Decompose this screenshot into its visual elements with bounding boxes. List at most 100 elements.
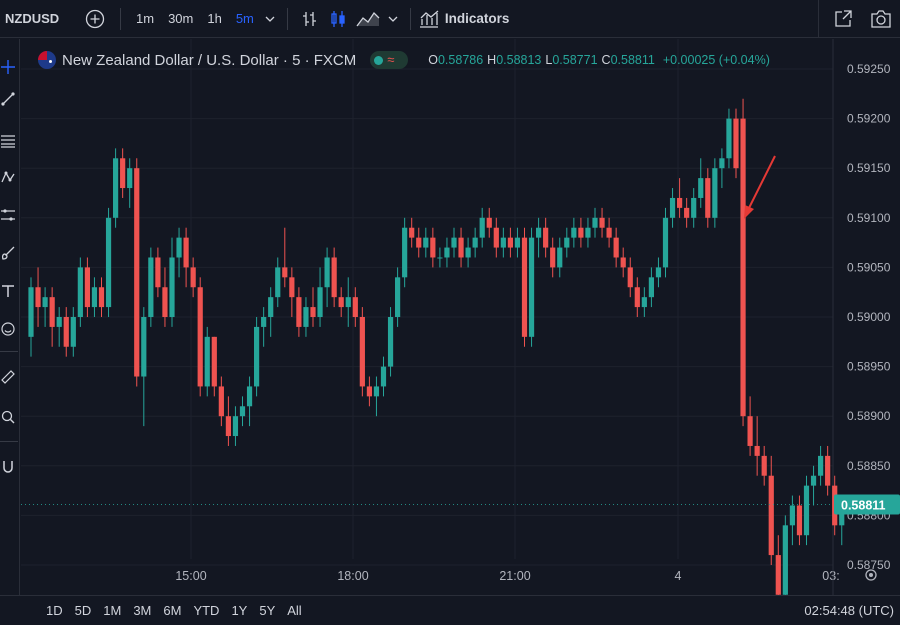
- candle-body: [620, 257, 626, 268]
- candle-body: [627, 267, 633, 288]
- plus-circle-icon: [85, 9, 105, 28]
- trend-line-icon: [1, 92, 15, 106]
- candle-body: [543, 227, 549, 248]
- candle-body: [514, 237, 521, 248]
- area-chart-type-button[interactable]: [352, 0, 384, 38]
- bottom-toolbar: 1D 5D 1M 3M 6M YTD 1Y 5Y All 02:54:48 (U…: [0, 595, 900, 625]
- candles-chart-type-button[interactable]: [324, 0, 352, 38]
- x-tick-label: 4: [675, 569, 682, 583]
- range-3m[interactable]: 3M: [133, 603, 152, 618]
- bar-chart-type-button[interactable]: [296, 0, 324, 38]
- candle-body: [204, 336, 210, 387]
- utc-clock[interactable]: 02:54:48 (UTC): [804, 603, 894, 618]
- add-symbol-button[interactable]: [78, 0, 112, 38]
- candle-body: [246, 386, 253, 407]
- candle-body: [169, 257, 175, 317]
- range-ytd[interactable]: YTD: [193, 603, 220, 618]
- open-value: 0.58786: [437, 53, 484, 67]
- candle-body: [634, 287, 640, 308]
- candle-body: [641, 297, 647, 308]
- range-5d[interactable]: 5D: [74, 603, 92, 618]
- candle-body: [486, 217, 492, 228]
- y-tick-label: 0.59200: [847, 112, 891, 126]
- market-status-badge[interactable]: ≈: [370, 51, 409, 69]
- range-all[interactable]: All: [287, 603, 302, 618]
- candle-body: [761, 455, 767, 476]
- chart-type-dropdown[interactable]: [384, 0, 402, 38]
- candle-body: [768, 475, 774, 556]
- candle-body: [63, 317, 69, 347]
- high-label: H: [487, 53, 497, 67]
- candle-body: [592, 217, 598, 228]
- crosshair-tool[interactable]: [0, 59, 16, 75]
- trend-line-tool[interactable]: [0, 91, 16, 107]
- magnet-tool[interactable]: [0, 459, 16, 475]
- settings-gear-icon: [865, 569, 877, 581]
- emoji-tool[interactable]: [0, 321, 16, 337]
- candle-body: [254, 326, 260, 387]
- candle-body: [239, 406, 246, 417]
- ruler-icon: [1, 370, 15, 384]
- fib-retracement-icon: [1, 135, 15, 148]
- candle-body: [564, 237, 570, 248]
- candlestick-chart[interactable]: 0.59250 0.59200 0.59150 0.59100 0.59050 0.590…: [21, 39, 900, 622]
- symbol-legend: New Zealand Dollar / U.S. Dollar · 5 · F…: [38, 50, 774, 70]
- open-label: O: [428, 53, 438, 67]
- candle-body: [648, 277, 654, 298]
- range-1d[interactable]: 1D: [46, 603, 63, 618]
- candle-body: [338, 297, 344, 308]
- brush-tool[interactable]: [0, 245, 16, 261]
- market-open-dot-icon: [374, 55, 384, 65]
- candle-body: [225, 416, 231, 437]
- candle-body: [578, 227, 584, 238]
- annotation-arrow: [747, 155, 776, 211]
- symbol-search[interactable]: NZDUSD: [5, 11, 60, 26]
- y-tick-label: 0.59150: [847, 161, 891, 175]
- pattern-tool[interactable]: [0, 169, 16, 185]
- candle-body: [493, 227, 499, 248]
- candle-body: [373, 386, 380, 397]
- candle-body: [211, 336, 217, 387]
- bars-icon: [302, 11, 316, 26]
- interval-1h[interactable]: 1h: [207, 11, 222, 26]
- candle-body: [91, 287, 98, 308]
- ruler-tool[interactable]: [0, 369, 16, 385]
- candle-body: [839, 505, 845, 526]
- candle-body: [402, 227, 408, 278]
- toolbar-divider: [818, 0, 819, 38]
- indicators-button[interactable]: Indicators: [419, 10, 509, 28]
- candle-body: [733, 118, 739, 169]
- interval-dropdown[interactable]: [261, 0, 279, 38]
- y-tick-label: 0.58900: [847, 409, 891, 423]
- y-tick-label: 0.59100: [847, 211, 891, 225]
- range-1m[interactable]: 1M: [103, 603, 122, 618]
- interval-5m[interactable]: 5m: [235, 11, 254, 26]
- chart-area[interactable]: 0.59250 0.59200 0.59150 0.59100 0.59050 0.590…: [21, 39, 900, 622]
- candle-body: [726, 118, 732, 159]
- candle-body: [423, 237, 429, 248]
- candle-body: [451, 237, 457, 248]
- nz-flag-icon: [38, 51, 56, 69]
- candle-body: [84, 267, 90, 308]
- interval-30m[interactable]: 30m: [168, 11, 194, 26]
- snapshot-button[interactable]: [868, 0, 894, 38]
- text-tool[interactable]: [0, 283, 16, 299]
- fullscreen-button[interactable]: [830, 0, 856, 38]
- fib-tool[interactable]: [0, 133, 16, 149]
- candle-body: [662, 217, 669, 268]
- toolbar-divider: [286, 7, 288, 30]
- text-icon: [2, 285, 14, 297]
- range-5y[interactable]: 5Y: [259, 603, 276, 618]
- forecast-tool[interactable]: [0, 207, 16, 223]
- candle-body: [775, 555, 781, 595]
- candle-body: [712, 168, 718, 218]
- candle-body: [141, 317, 147, 377]
- candle-body: [303, 307, 309, 327]
- candle-body: [472, 237, 478, 248]
- symbol-title[interactable]: New Zealand Dollar / U.S. Dollar · 5 · F…: [62, 51, 357, 69]
- range-1y[interactable]: 1Y: [231, 603, 248, 618]
- interval-1m[interactable]: 1m: [136, 11, 155, 26]
- y-tick-label: 0.58750: [847, 558, 891, 572]
- range-6m[interactable]: 6M: [163, 603, 182, 618]
- zoom-tool[interactable]: [0, 409, 16, 425]
